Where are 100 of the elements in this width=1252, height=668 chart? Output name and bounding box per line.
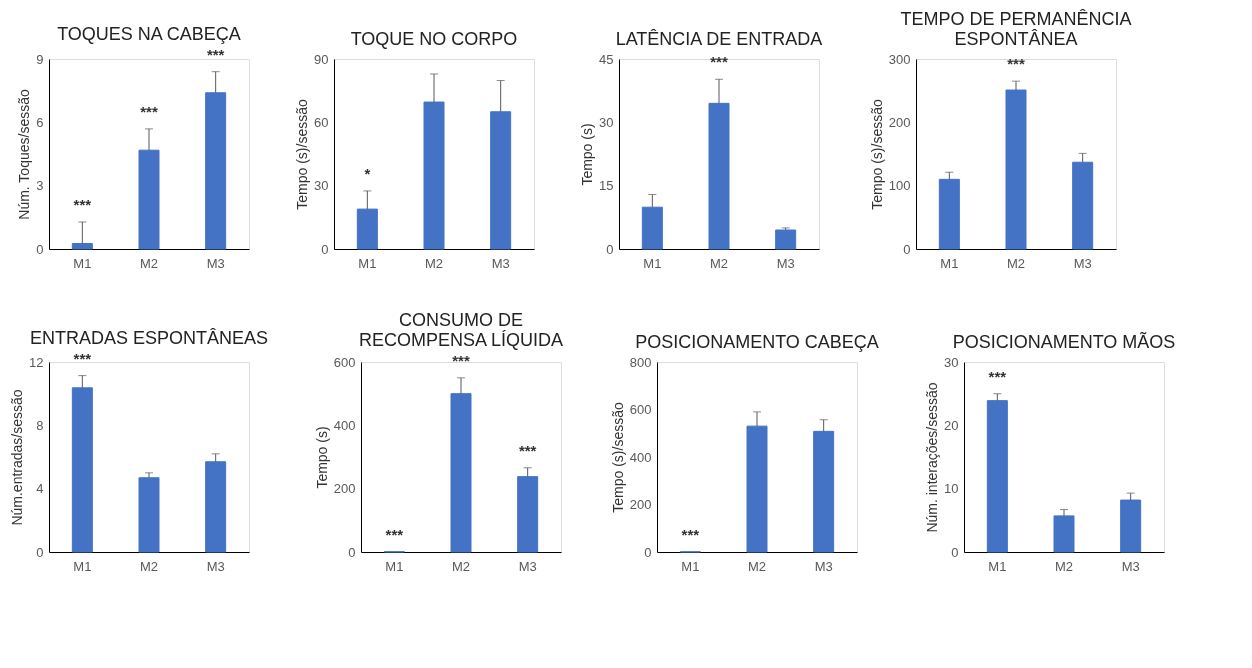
- bar: [641, 206, 663, 250]
- y-tick-label: 600: [629, 402, 652, 417]
- bar: [138, 149, 160, 250]
- bar: [986, 400, 1008, 553]
- bar: [205, 461, 227, 553]
- bar: [1072, 161, 1094, 250]
- y-tick-label: 0: [36, 241, 44, 257]
- y-tick-label: 30: [944, 354, 959, 370]
- x-tick-label: M2: [1006, 255, 1026, 271]
- x-tick-label: M1: [385, 558, 404, 574]
- annotation: ***: [710, 53, 728, 71]
- y-tick-label: 0: [36, 544, 44, 560]
- annotation: ***: [73, 195, 92, 213]
- chart-title: CONSUMO DE RECOMPENSA LÍQUIDA: [358, 309, 564, 350]
- x-tick-label: M1: [358, 255, 377, 271]
- x-tick-label: M2: [747, 558, 767, 574]
- y-axis-title: Núm.entradas/sessão: [9, 389, 26, 526]
- y-tick-label: 20: [944, 417, 959, 433]
- x-tick-label: M2: [709, 255, 729, 271]
- chart-title: POSICIONAMENTO CABEÇA: [635, 332, 879, 352]
- y-axis-title: Tempo (s)/sessão: [294, 99, 311, 210]
- chart-title: TEMPO DE PERMANÊNCIA ESPONTÂNEA: [900, 9, 1132, 49]
- y-tick-label: 30: [314, 178, 329, 194]
- annotation: ***: [988, 367, 1007, 385]
- x-tick-label: M1: [643, 255, 662, 271]
- bar: [71, 387, 93, 553]
- y-tick-label: 15: [599, 178, 614, 194]
- bar: [746, 425, 768, 553]
- bar: [490, 111, 512, 250]
- y-axis-title: Tempo (s)/sessão: [868, 99, 885, 210]
- bar: [356, 208, 378, 250]
- annotation: *: [364, 164, 371, 182]
- y-axis-title: Tempo (s): [313, 426, 330, 489]
- x-tick-label: M3: [518, 558, 537, 574]
- chart-title: LATÊNCIA DE ENTRADA: [615, 29, 823, 49]
- bar: [775, 229, 797, 250]
- x-tick-label: M3: [491, 255, 510, 271]
- chart-title: ENTRADAS ESPONTÂNEAS: [29, 327, 269, 348]
- y-tick-label: 200: [629, 497, 652, 512]
- y-tick-label: 30: [599, 114, 614, 130]
- y-tick-label: 0: [348, 544, 356, 560]
- chart-title: POSICIONAMENTO MÃOS: [952, 331, 1176, 352]
- annotation: ***: [1007, 55, 1025, 73]
- x-tick-label: M3: [206, 255, 225, 271]
- bar: [1120, 499, 1142, 553]
- x-tick-label: M2: [424, 255, 444, 271]
- chart-title: TOQUE NO CORPO: [350, 29, 518, 49]
- y-tick-label: 3: [36, 178, 44, 194]
- y-tick-label: 4: [36, 481, 44, 497]
- x-tick-label: M3: [1073, 255, 1092, 271]
- x-tick-label: M1: [73, 255, 92, 271]
- annotation: ***: [452, 351, 470, 369]
- bar: [517, 476, 539, 553]
- annotation: ***: [518, 441, 537, 459]
- x-tick-label: M2: [139, 255, 159, 271]
- bar: [205, 92, 227, 250]
- y-tick-label: 300: [888, 51, 911, 67]
- x-tick-label: M3: [776, 255, 795, 271]
- y-tick-label: 45: [599, 51, 614, 67]
- x-tick-label: M3: [1121, 558, 1140, 574]
- y-tick-label: 100: [888, 178, 911, 194]
- bar: [423, 101, 445, 250]
- x-tick-label: M3: [814, 558, 833, 574]
- x-tick-label: M1: [940, 255, 959, 271]
- chart-title: TOQUES NA CABEÇA: [57, 23, 241, 44]
- bar: [450, 393, 472, 553]
- y-tick-label: 0: [951, 544, 959, 560]
- x-tick-label: M1: [681, 558, 700, 574]
- bar: [138, 477, 160, 553]
- y-tick-label: 8: [36, 417, 44, 433]
- annotation: ***: [73, 349, 92, 367]
- bar: [1005, 89, 1027, 250]
- x-tick-label: M2: [1054, 558, 1074, 574]
- x-tick-label: M1: [73, 558, 92, 574]
- y-tick-label: 90: [314, 51, 329, 67]
- annotation: ***: [140, 102, 158, 120]
- bar: [1053, 515, 1075, 553]
- y-tick-label: 200: [888, 114, 911, 130]
- y-tick-label: 0: [903, 241, 911, 257]
- y-tick-label: 600: [333, 354, 356, 370]
- y-tick-label: 12: [29, 354, 44, 370]
- y-tick-label: 60: [314, 114, 329, 130]
- annotation: ***: [681, 525, 700, 543]
- annotation: ***: [206, 45, 225, 63]
- y-tick-label: 0: [644, 544, 652, 560]
- bar: [708, 102, 730, 250]
- y-tick-label: 800: [629, 354, 652, 370]
- y-tick-label: 400: [629, 449, 652, 465]
- bar: [813, 430, 835, 553]
- y-tick-label: 10: [944, 481, 959, 497]
- x-tick-label: M2: [139, 558, 159, 574]
- y-axis-title: Núm. Toques/sessão: [16, 89, 33, 220]
- x-tick-label: M1: [988, 558, 1007, 574]
- y-tick-label: 0: [321, 241, 329, 257]
- y-tick-label: 0: [606, 241, 614, 257]
- x-tick-label: M2: [451, 558, 471, 574]
- y-tick-label: 400: [333, 417, 356, 433]
- x-tick-label: M3: [206, 558, 225, 574]
- y-tick-label: 6: [36, 114, 44, 130]
- y-tick-label: 200: [333, 481, 356, 497]
